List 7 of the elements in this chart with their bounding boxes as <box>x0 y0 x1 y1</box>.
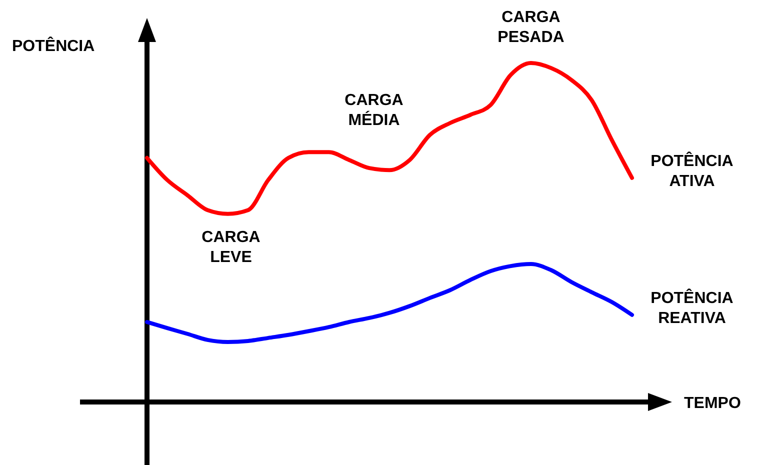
series-label: POTÊNCIA REATIVA <box>650 288 734 327</box>
annotation: CARGA LEVE <box>202 229 261 266</box>
series-label: POTÊNCIA ATIVA <box>650 150 734 190</box>
x-axis-title: TEMPO <box>684 395 741 412</box>
text: CARGA PESADA <box>498 9 565 46</box>
y-axis-title: POTÊNCIA <box>12 36 96 55</box>
annotation: CARGA MÉDIA <box>344 92 404 129</box>
